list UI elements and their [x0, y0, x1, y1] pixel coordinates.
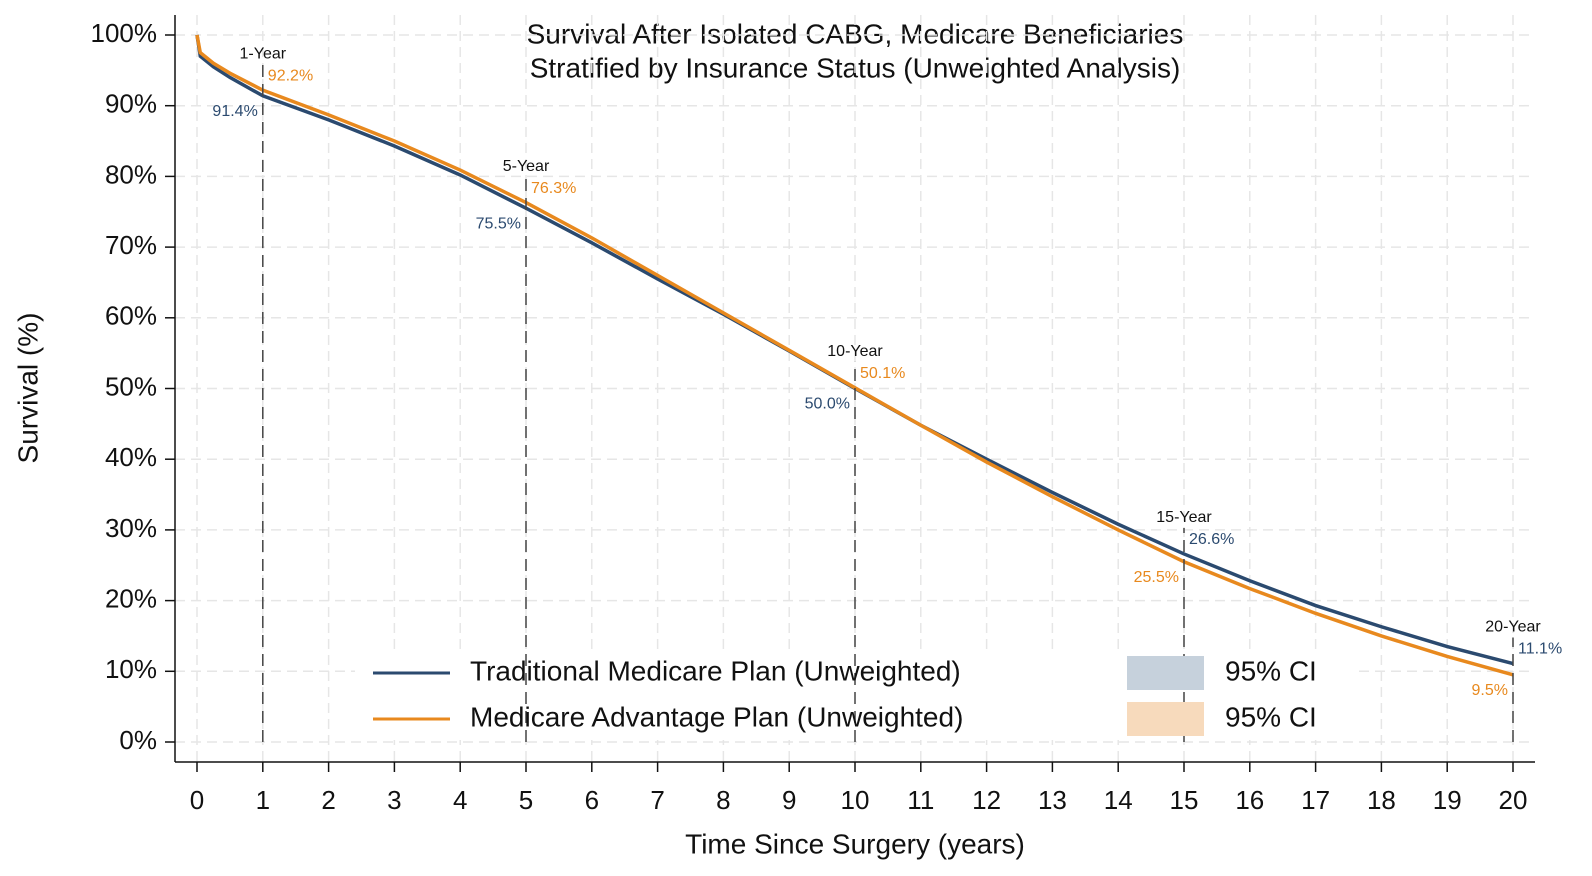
annotation-value: 25.5%: [1134, 569, 1179, 586]
series-line: [195, 34, 1514, 677]
legend-label: 95% CI: [1225, 655, 1317, 686]
x-tick-label: 3: [387, 785, 401, 815]
x-tick-label: 12: [972, 785, 1001, 815]
x-tick-label: 0: [190, 785, 204, 815]
y-tick-label: 40%: [105, 442, 157, 472]
y-tick-label: 30%: [105, 513, 157, 543]
y-tick-label: 100%: [91, 18, 158, 48]
y-tick-label: 60%: [105, 301, 157, 331]
x-tick-label: 7: [650, 785, 664, 815]
x-tick-label: 1: [256, 785, 270, 815]
x-tick-label: 10: [841, 785, 870, 815]
y-tick-label: 0%: [119, 725, 157, 755]
annotation-label: 10-Year: [827, 343, 883, 360]
legend-swatch: [1127, 656, 1204, 690]
y-tick-label: 90%: [105, 89, 157, 119]
y-tick-label: 50%: [105, 371, 157, 401]
annotation-value: 91.4%: [212, 103, 257, 120]
y-tick-label: 10%: [105, 654, 157, 684]
x-tick-label: 16: [1235, 785, 1264, 815]
legend-swatch: [1127, 702, 1204, 736]
annotation-value: 26.6%: [1189, 531, 1234, 548]
x-tick-label: 11: [907, 785, 934, 815]
legend-label: Traditional Medicare Plan (Unweighted): [470, 655, 961, 686]
annotation-value: 9.5%: [1472, 682, 1508, 699]
x-tick-label: 19: [1433, 785, 1462, 815]
x-tick-label: 17: [1301, 785, 1330, 815]
annotation-value: 92.2%: [268, 67, 313, 84]
x-tick-label: 4: [453, 785, 467, 815]
legend-label: 95% CI: [1225, 701, 1317, 732]
annotation-label: 1-Year: [240, 45, 287, 62]
y-tick-label: 80%: [105, 159, 157, 189]
x-tick-label: 8: [716, 785, 730, 815]
annotation-value: 50.1%: [860, 365, 905, 382]
annotation-value: 50.0%: [805, 396, 850, 413]
legend-label: Medicare Advantage Plan (Unweighted): [470, 701, 963, 732]
annotation-value: 75.5%: [476, 215, 521, 232]
x-tick-label: 9: [782, 785, 796, 815]
x-tick-label: 20: [1499, 785, 1528, 815]
annotation-label: 20-Year: [1485, 619, 1541, 636]
y-axis-label: Survival (%): [12, 313, 43, 464]
x-tick-label: 2: [321, 785, 335, 815]
x-tick-label: 5: [519, 785, 533, 815]
x-tick-label: 15: [1170, 785, 1199, 815]
x-tick-label: 18: [1367, 785, 1396, 815]
x-tick-label: 6: [585, 785, 599, 815]
y-tick-label: 20%: [105, 583, 157, 613]
annotation-label: 15-Year: [1156, 509, 1212, 526]
x-tick-label: 13: [1038, 785, 1067, 815]
x-tick-label: 14: [1104, 785, 1133, 815]
y-tick-label: 70%: [105, 230, 157, 260]
annotation-label: 5-Year: [503, 158, 550, 175]
annotation-value: 11.1%: [1518, 641, 1562, 658]
x-axis-label: Time Since Surgery (years): [685, 828, 1025, 859]
annotation-value: 76.3%: [531, 180, 576, 197]
